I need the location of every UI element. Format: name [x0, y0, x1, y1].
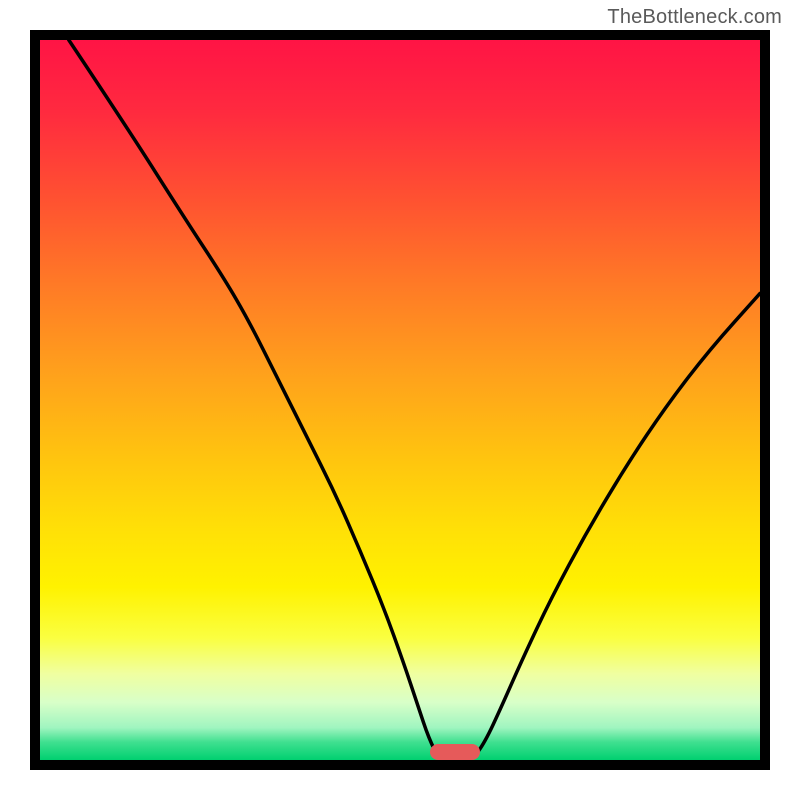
optimum-marker: [430, 744, 480, 760]
watermark-text: TheBottleneck.com: [607, 6, 782, 29]
chart-container: TheBottleneck.com: [0, 0, 800, 800]
bottleneck-curve: [40, 40, 760, 760]
plot-frame: [30, 30, 770, 770]
